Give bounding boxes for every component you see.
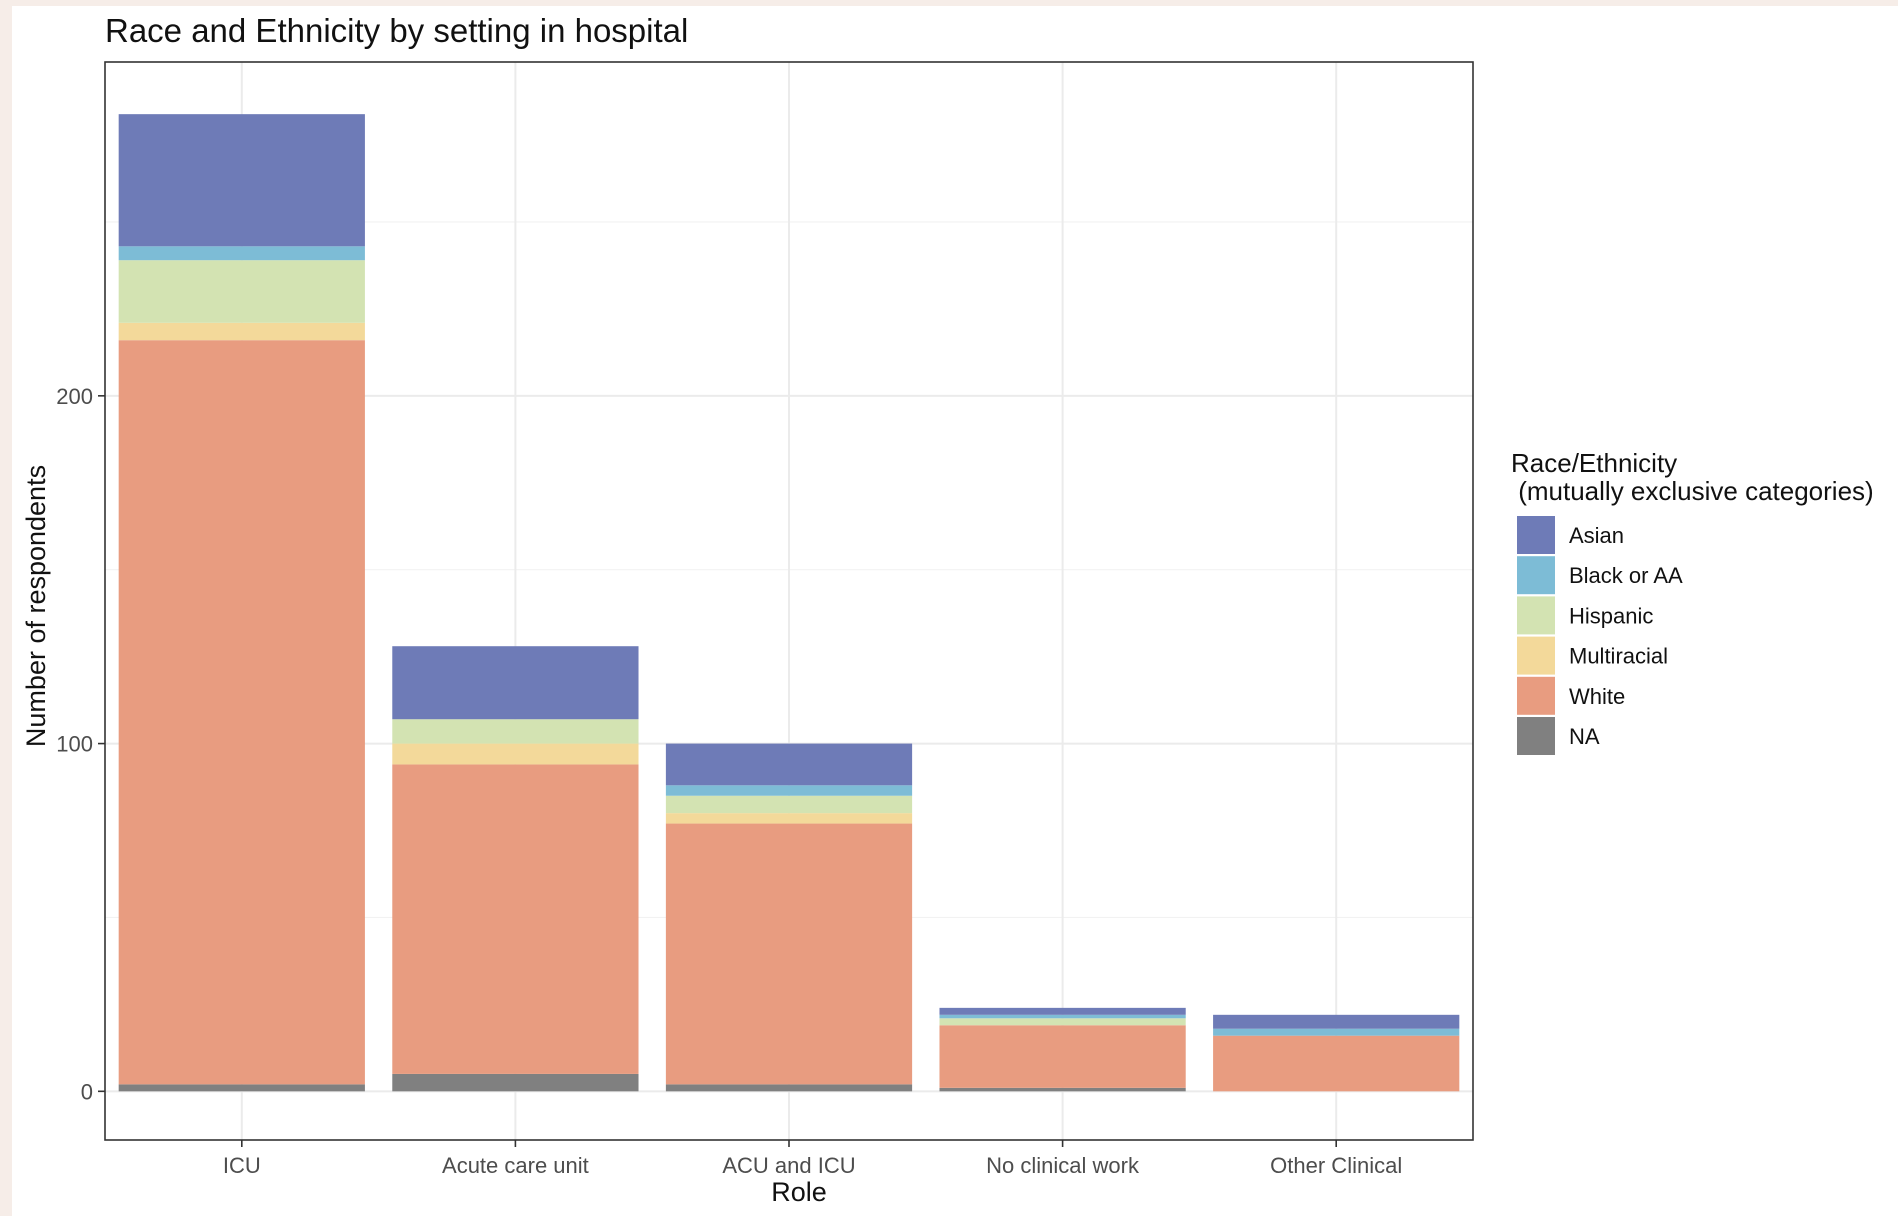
legend-key	[1517, 636, 1555, 675]
bar-segment-multiracial	[118, 322, 365, 341]
legend-label: Multiracial	[1569, 644, 1668, 669]
bar-segment-black-or-aa	[939, 1014, 1186, 1019]
x-tick-label: Acute care unit	[442, 1153, 589, 1178]
chart-title: Race and Ethnicity by setting in hospita…	[105, 12, 688, 49]
stacked-bar-chart: Race and Ethnicity by setting in hospita…	[21, 12, 1874, 1207]
bar-segment-white	[1213, 1035, 1460, 1092]
y-tick-label: 100	[56, 732, 93, 757]
bar-segment-white	[939, 1025, 1186, 1088]
bar-segment-asian	[1213, 1014, 1460, 1029]
y-tick-label: 0	[81, 1079, 93, 1104]
legend-key	[1517, 596, 1555, 635]
bar-segment-hispanic	[665, 795, 913, 814]
plot-area: 0 100 200 ICU Acute care unit ACU and ICU No c…	[56, 61, 1474, 1178]
bar-segment-na	[118, 1084, 365, 1092]
y-axis-title: Number of respondents	[21, 465, 51, 747]
legend-title-line2: (mutually exclusive categories)	[1511, 476, 1874, 506]
legend-label: Black or AA	[1569, 563, 1683, 588]
bar-segment-black-or-aa	[1213, 1028, 1460, 1036]
bar-segment-hispanic	[939, 1018, 1186, 1026]
bar-segment-hispanic	[392, 719, 639, 744]
bar-segment-white	[118, 340, 365, 1085]
legend-key	[1517, 717, 1555, 755]
bar-segment-asian	[392, 646, 639, 720]
legend-key	[1517, 516, 1555, 554]
legend-title-line1: Race/Ethnicity	[1511, 448, 1677, 478]
legend-items: Asian Black or AA Hispanic Multiracial White…	[1517, 516, 1683, 755]
x-tick-label: Other Clinical	[1270, 1153, 1402, 1178]
bar-segment-asian	[939, 1007, 1186, 1015]
legend-key	[1517, 556, 1555, 595]
bar-segment-na	[939, 1087, 1186, 1092]
legend-key	[1517, 676, 1555, 715]
bar-segment-asian	[665, 743, 913, 786]
bar-segment-multiracial	[665, 813, 913, 824]
bar-segment-na	[392, 1073, 639, 1092]
bar-segment-black-or-aa	[665, 785, 913, 796]
bar-segment-hispanic	[118, 260, 365, 323]
legend-label: NA	[1569, 724, 1600, 749]
legend-label: Hispanic	[1569, 603, 1653, 628]
legend: Race/Ethnicity (mutually exclusive categ…	[1511, 448, 1874, 755]
bar-segment-white	[392, 764, 639, 1074]
bar-segment-asian	[118, 114, 365, 247]
x-tick-label: ICU	[223, 1153, 261, 1178]
legend-label: White	[1569, 684, 1625, 709]
bar-segment-multiracial	[392, 743, 639, 765]
x-tick-label: ACU and ICU	[722, 1153, 855, 1178]
chart-canvas: Race and Ethnicity by setting in hospita…	[12, 6, 1898, 1216]
x-axis-title: Role	[771, 1177, 827, 1207]
bar-segment-white	[665, 823, 913, 1085]
y-tick-label: 200	[56, 384, 93, 409]
x-tick-label: No clinical work	[986, 1153, 1140, 1178]
bar-segment-black-or-aa	[118, 246, 365, 261]
legend-label: Asian	[1569, 523, 1624, 548]
bar-segment-na	[665, 1084, 913, 1092]
